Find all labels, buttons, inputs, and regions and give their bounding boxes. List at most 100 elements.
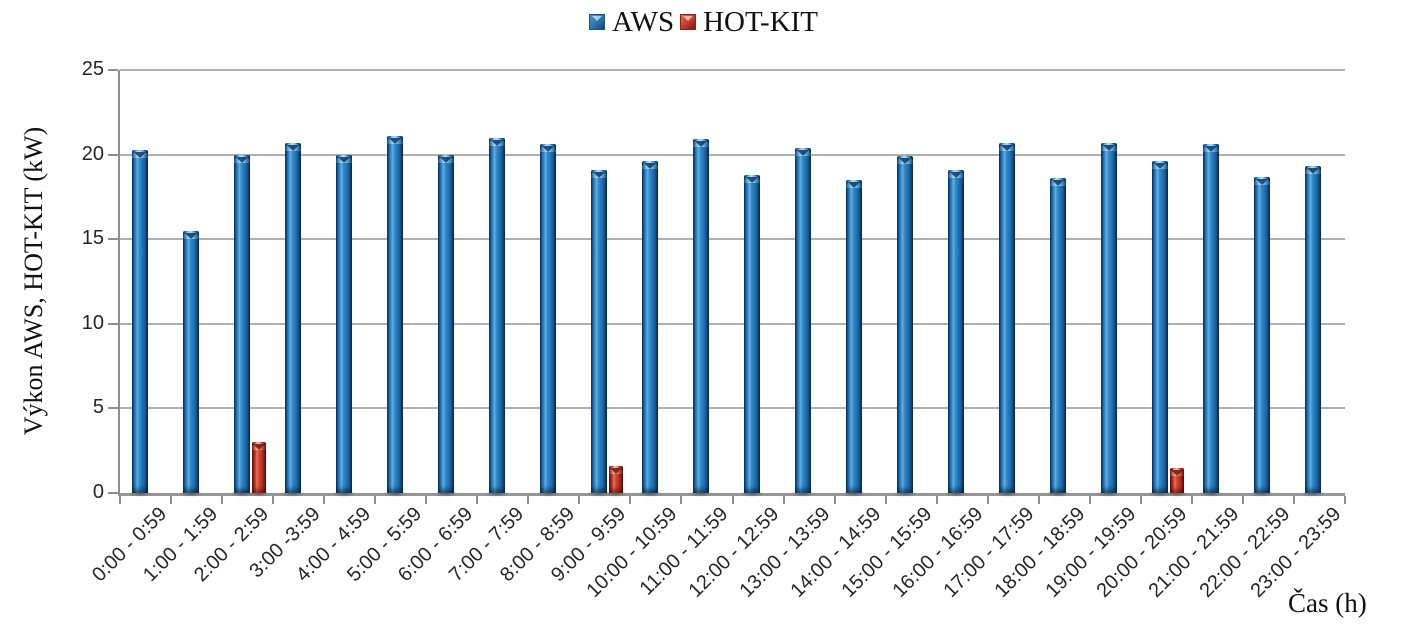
bevel-notch-icon (591, 16, 602, 21)
x-tick-mark (272, 496, 275, 504)
bar-shadow (604, 490, 627, 497)
bar-aws (131, 149, 148, 493)
x-tick-mark (1190, 496, 1193, 504)
bevel-notch-icon (252, 444, 265, 451)
bar-aws (948, 169, 965, 493)
x-tick-mark (1292, 496, 1295, 504)
bar-shadow (740, 490, 765, 497)
bevel-notch-icon (1103, 144, 1116, 151)
x-tick-mark (578, 496, 581, 504)
bar-shadow (229, 490, 254, 497)
bevel-notch-icon (746, 176, 759, 183)
bar-shadow (1046, 490, 1071, 497)
bar-shadow (247, 490, 270, 497)
x-tick-mark (425, 496, 428, 504)
bar-shadow (1166, 490, 1189, 497)
legend-marker-aws-icon (588, 14, 605, 30)
legend-item-aws: AWS (588, 6, 674, 39)
x-tick-mark (323, 496, 326, 504)
bar-aws (182, 230, 199, 493)
y-tick-label: 25 (81, 58, 104, 80)
x-tick-mark (629, 496, 632, 504)
y-tick-label: 20 (81, 142, 104, 165)
y-tick-label: 10 (81, 311, 104, 334)
bar-shadow (127, 490, 152, 497)
bar-aws (386, 136, 403, 493)
bar-aws (590, 169, 607, 493)
y-tick-mark (108, 492, 118, 494)
bar-shadow (1301, 490, 1326, 497)
bevel-notch-icon (694, 141, 707, 148)
bar-shadow (178, 490, 203, 497)
x-tick-mark (119, 496, 121, 504)
legend-label-hotkit: HOT-KIT (703, 5, 819, 38)
bevel-notch-icon (1001, 144, 1014, 151)
gridline (120, 322, 1345, 325)
y-axis-title: Výkon AWS, HOT-KIT (kW) (19, 126, 48, 436)
bevel-notch-icon (388, 138, 401, 144)
bar-shadow (791, 490, 816, 497)
bevel-notch-icon (439, 156, 452, 163)
x-tick-mark (680, 496, 683, 504)
bar-shadow (944, 490, 969, 497)
bar-shadow (842, 490, 867, 497)
bar-aws (284, 142, 301, 493)
bar-shadow (893, 490, 918, 497)
x-tick-mark (527, 496, 530, 504)
x-tick-mark (374, 496, 377, 504)
y-tick-mark (108, 238, 118, 241)
bevel-notch-icon (286, 144, 299, 151)
y-tick-label: 15 (81, 227, 104, 250)
bar-aws (1305, 166, 1322, 493)
bar-aws (437, 154, 454, 493)
bar-shadow (535, 490, 560, 497)
bar-aws (539, 144, 556, 493)
x-tick-mark (1344, 496, 1346, 504)
x-tick-mark (833, 496, 836, 504)
bar-aws (1050, 178, 1067, 493)
bevel-notch-icon (184, 232, 197, 239)
bar-aws (233, 154, 250, 493)
x-tick-mark (1088, 496, 1091, 504)
bevel-notch-icon (609, 467, 622, 474)
x-tick-mark (986, 496, 989, 504)
y-tick-mark (108, 69, 118, 71)
bevel-notch-icon (1256, 178, 1269, 185)
bar-aws (1254, 176, 1271, 493)
bevel-notch-icon (1171, 469, 1184, 476)
bar-shadow (331, 490, 356, 497)
gridline (120, 238, 1345, 241)
bar-shadow (637, 490, 662, 497)
y-tick-mark (108, 407, 118, 410)
bevel-notch-icon (683, 16, 694, 21)
bar-shadow (995, 490, 1020, 497)
legend-marker-hotkit-icon (680, 14, 697, 30)
bar-aws (846, 179, 863, 493)
bar-aws (335, 154, 352, 493)
bevel-notch-icon (1052, 180, 1065, 187)
gridline (120, 69, 1345, 71)
bar-shadow (280, 490, 305, 497)
x-tick-mark (1241, 496, 1244, 504)
bevel-notch-icon (133, 151, 146, 158)
bevel-notch-icon (490, 139, 503, 146)
bar-shadow (1097, 490, 1122, 497)
bevel-notch-icon (592, 171, 605, 178)
bar-aws (488, 137, 505, 493)
bar-shadow (1250, 490, 1275, 497)
x-tick-mark (731, 496, 734, 504)
x-axis-title: Čas (h) (1288, 588, 1367, 618)
bar-aws (1101, 142, 1118, 493)
bar-aws (692, 139, 709, 493)
bevel-notch-icon (848, 181, 861, 188)
bar-aws (1152, 161, 1169, 493)
bevel-notch-icon (337, 156, 350, 163)
y-tick-mark (108, 322, 118, 325)
bevel-notch-icon (1205, 146, 1218, 153)
bar-aws (1203, 144, 1220, 493)
bevel-notch-icon (541, 146, 554, 153)
gridline (120, 407, 1345, 410)
bar-aws (897, 156, 914, 493)
bevel-notch-icon (643, 163, 656, 170)
